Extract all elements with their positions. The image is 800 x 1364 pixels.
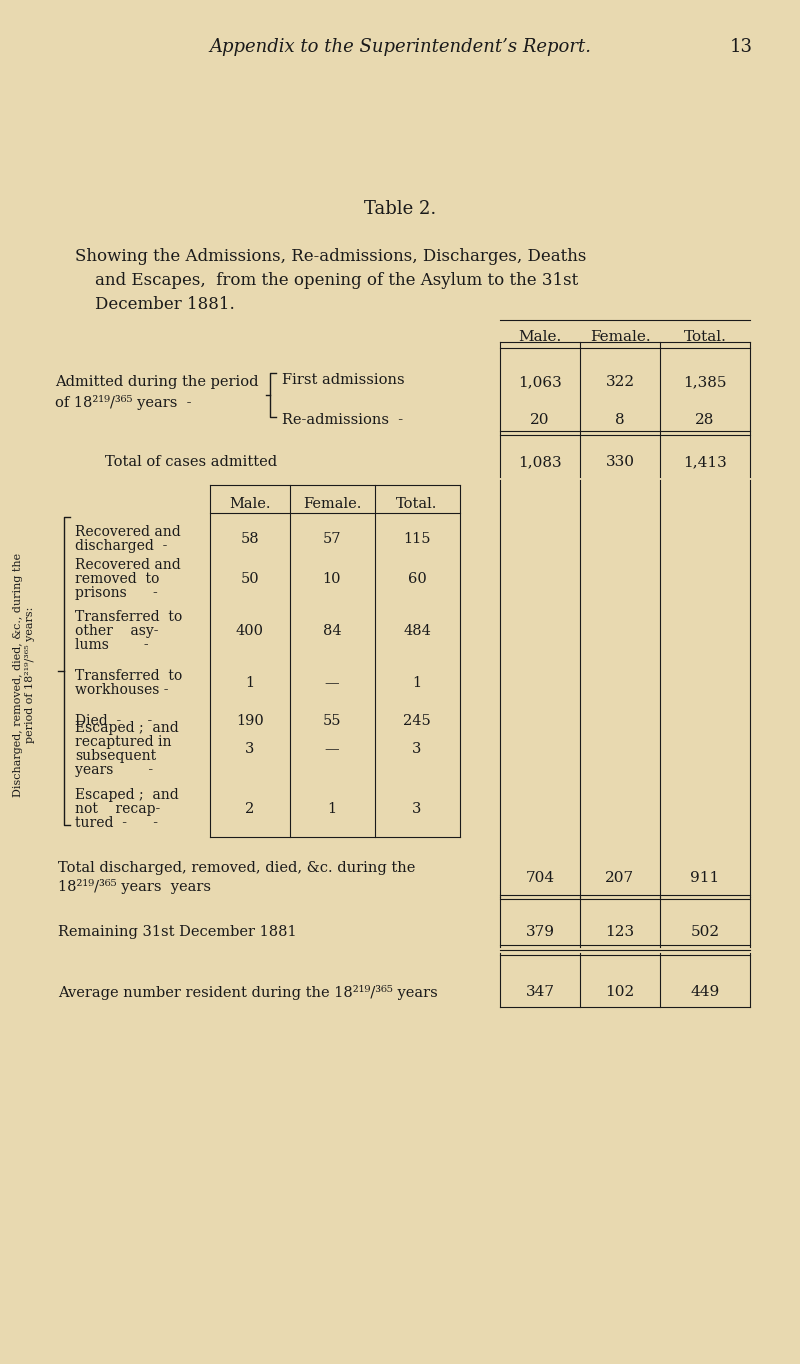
Text: not    recap-: not recap- (75, 802, 160, 816)
Text: —: — (325, 677, 339, 690)
Text: subsequent: subsequent (75, 749, 156, 762)
Text: 28: 28 (695, 413, 714, 427)
Text: 57: 57 (322, 532, 342, 546)
Text: 1,083: 1,083 (518, 456, 562, 469)
Text: Escaped ;  and: Escaped ; and (75, 788, 178, 802)
Text: 18²¹⁹/³⁶⁵ years  years: 18²¹⁹/³⁶⁵ years years (58, 878, 211, 893)
Text: 207: 207 (606, 872, 634, 885)
Text: 245: 245 (403, 713, 431, 728)
Text: 60: 60 (408, 572, 426, 587)
Text: Total.: Total. (396, 496, 438, 512)
Text: Total of cases admitted: Total of cases admitted (105, 456, 277, 469)
Text: 3: 3 (412, 742, 422, 756)
Text: Showing the Admissions, Re-admissions, Discharges, Deaths: Showing the Admissions, Re-admissions, D… (75, 248, 586, 265)
Text: Died  -      -: Died - - (75, 713, 152, 728)
Text: 190: 190 (236, 713, 264, 728)
Text: of 18²¹⁹/³⁶⁵ years  -: of 18²¹⁹/³⁶⁵ years - (55, 396, 191, 411)
Text: and Escapes,  from the opening of the Asylum to the 31st: and Escapes, from the opening of the Asy… (95, 271, 578, 289)
Text: 3: 3 (412, 802, 422, 816)
Text: 123: 123 (606, 925, 634, 938)
Text: 484: 484 (403, 623, 431, 638)
Text: Recovered and: Recovered and (75, 558, 181, 572)
Text: 704: 704 (526, 872, 554, 885)
Text: 8: 8 (615, 413, 625, 427)
Text: years        -: years - (75, 762, 153, 777)
Text: 55: 55 (322, 713, 342, 728)
Text: Male.: Male. (518, 330, 562, 344)
Text: 115: 115 (403, 532, 430, 546)
Text: 50: 50 (241, 572, 259, 587)
Text: Transferred  to: Transferred to (75, 610, 182, 623)
Text: 10: 10 (322, 572, 342, 587)
Text: tured  -      -: tured - - (75, 816, 158, 831)
Text: prisons      -: prisons - (75, 587, 158, 600)
Text: Appendix to the Superintendent’s Report.: Appendix to the Superintendent’s Report. (209, 38, 591, 56)
Text: 1: 1 (246, 677, 254, 690)
Text: 322: 322 (606, 375, 634, 389)
Text: 1,413: 1,413 (683, 456, 727, 469)
Text: Remaining 31st December 1881: Remaining 31st December 1881 (58, 925, 297, 938)
Text: Female.: Female. (303, 496, 361, 512)
Text: Total discharged, removed, died, &c. during the: Total discharged, removed, died, &c. dur… (58, 861, 415, 874)
Text: removed  to: removed to (75, 572, 159, 587)
Text: 3: 3 (246, 742, 254, 756)
Text: Admitted during the period: Admitted during the period (55, 375, 258, 389)
Text: 2: 2 (246, 802, 254, 816)
Text: 20: 20 (530, 413, 550, 427)
Text: Total.: Total. (683, 330, 726, 344)
Text: 449: 449 (690, 985, 720, 998)
Text: period of 18²¹⁹/³⁶⁵ years:: period of 18²¹⁹/³⁶⁵ years: (25, 607, 35, 743)
Text: 379: 379 (526, 925, 554, 938)
Text: 347: 347 (526, 985, 554, 998)
Text: recaptured in: recaptured in (75, 735, 171, 749)
Text: Table 2.: Table 2. (364, 201, 436, 218)
Text: Transferred  to: Transferred to (75, 668, 182, 683)
Text: other    asy-: other asy- (75, 623, 158, 638)
Text: lums        -: lums - (75, 638, 149, 652)
Text: 502: 502 (690, 925, 719, 938)
Text: Average number resident during the 18²¹⁹/³⁶⁵ years: Average number resident during the 18²¹⁹… (58, 985, 438, 1000)
Text: Discharged, removed, died, &c., during the: Discharged, removed, died, &c., during t… (13, 552, 23, 797)
Text: 1,063: 1,063 (518, 375, 562, 389)
Text: Recovered and: Recovered and (75, 525, 181, 539)
Text: Male.: Male. (230, 496, 270, 512)
Text: 102: 102 (606, 985, 634, 998)
Text: 911: 911 (690, 872, 720, 885)
Text: discharged  -: discharged - (75, 539, 167, 552)
Text: Escaped ;  and: Escaped ; and (75, 722, 178, 735)
Text: 1,385: 1,385 (683, 375, 726, 389)
Text: 13: 13 (730, 38, 753, 56)
Text: First admissions: First admissions (282, 372, 405, 387)
Text: 1: 1 (413, 677, 422, 690)
Text: 84: 84 (322, 623, 342, 638)
Text: Female.: Female. (590, 330, 650, 344)
Text: 1: 1 (327, 802, 337, 816)
Text: 330: 330 (606, 456, 634, 469)
Text: Re-admissions  -: Re-admissions - (282, 413, 403, 427)
Text: workhouses -: workhouses - (75, 683, 169, 697)
Text: December 1881.: December 1881. (95, 296, 234, 312)
Text: —: — (325, 742, 339, 756)
Text: 400: 400 (236, 623, 264, 638)
Text: 58: 58 (241, 532, 259, 546)
